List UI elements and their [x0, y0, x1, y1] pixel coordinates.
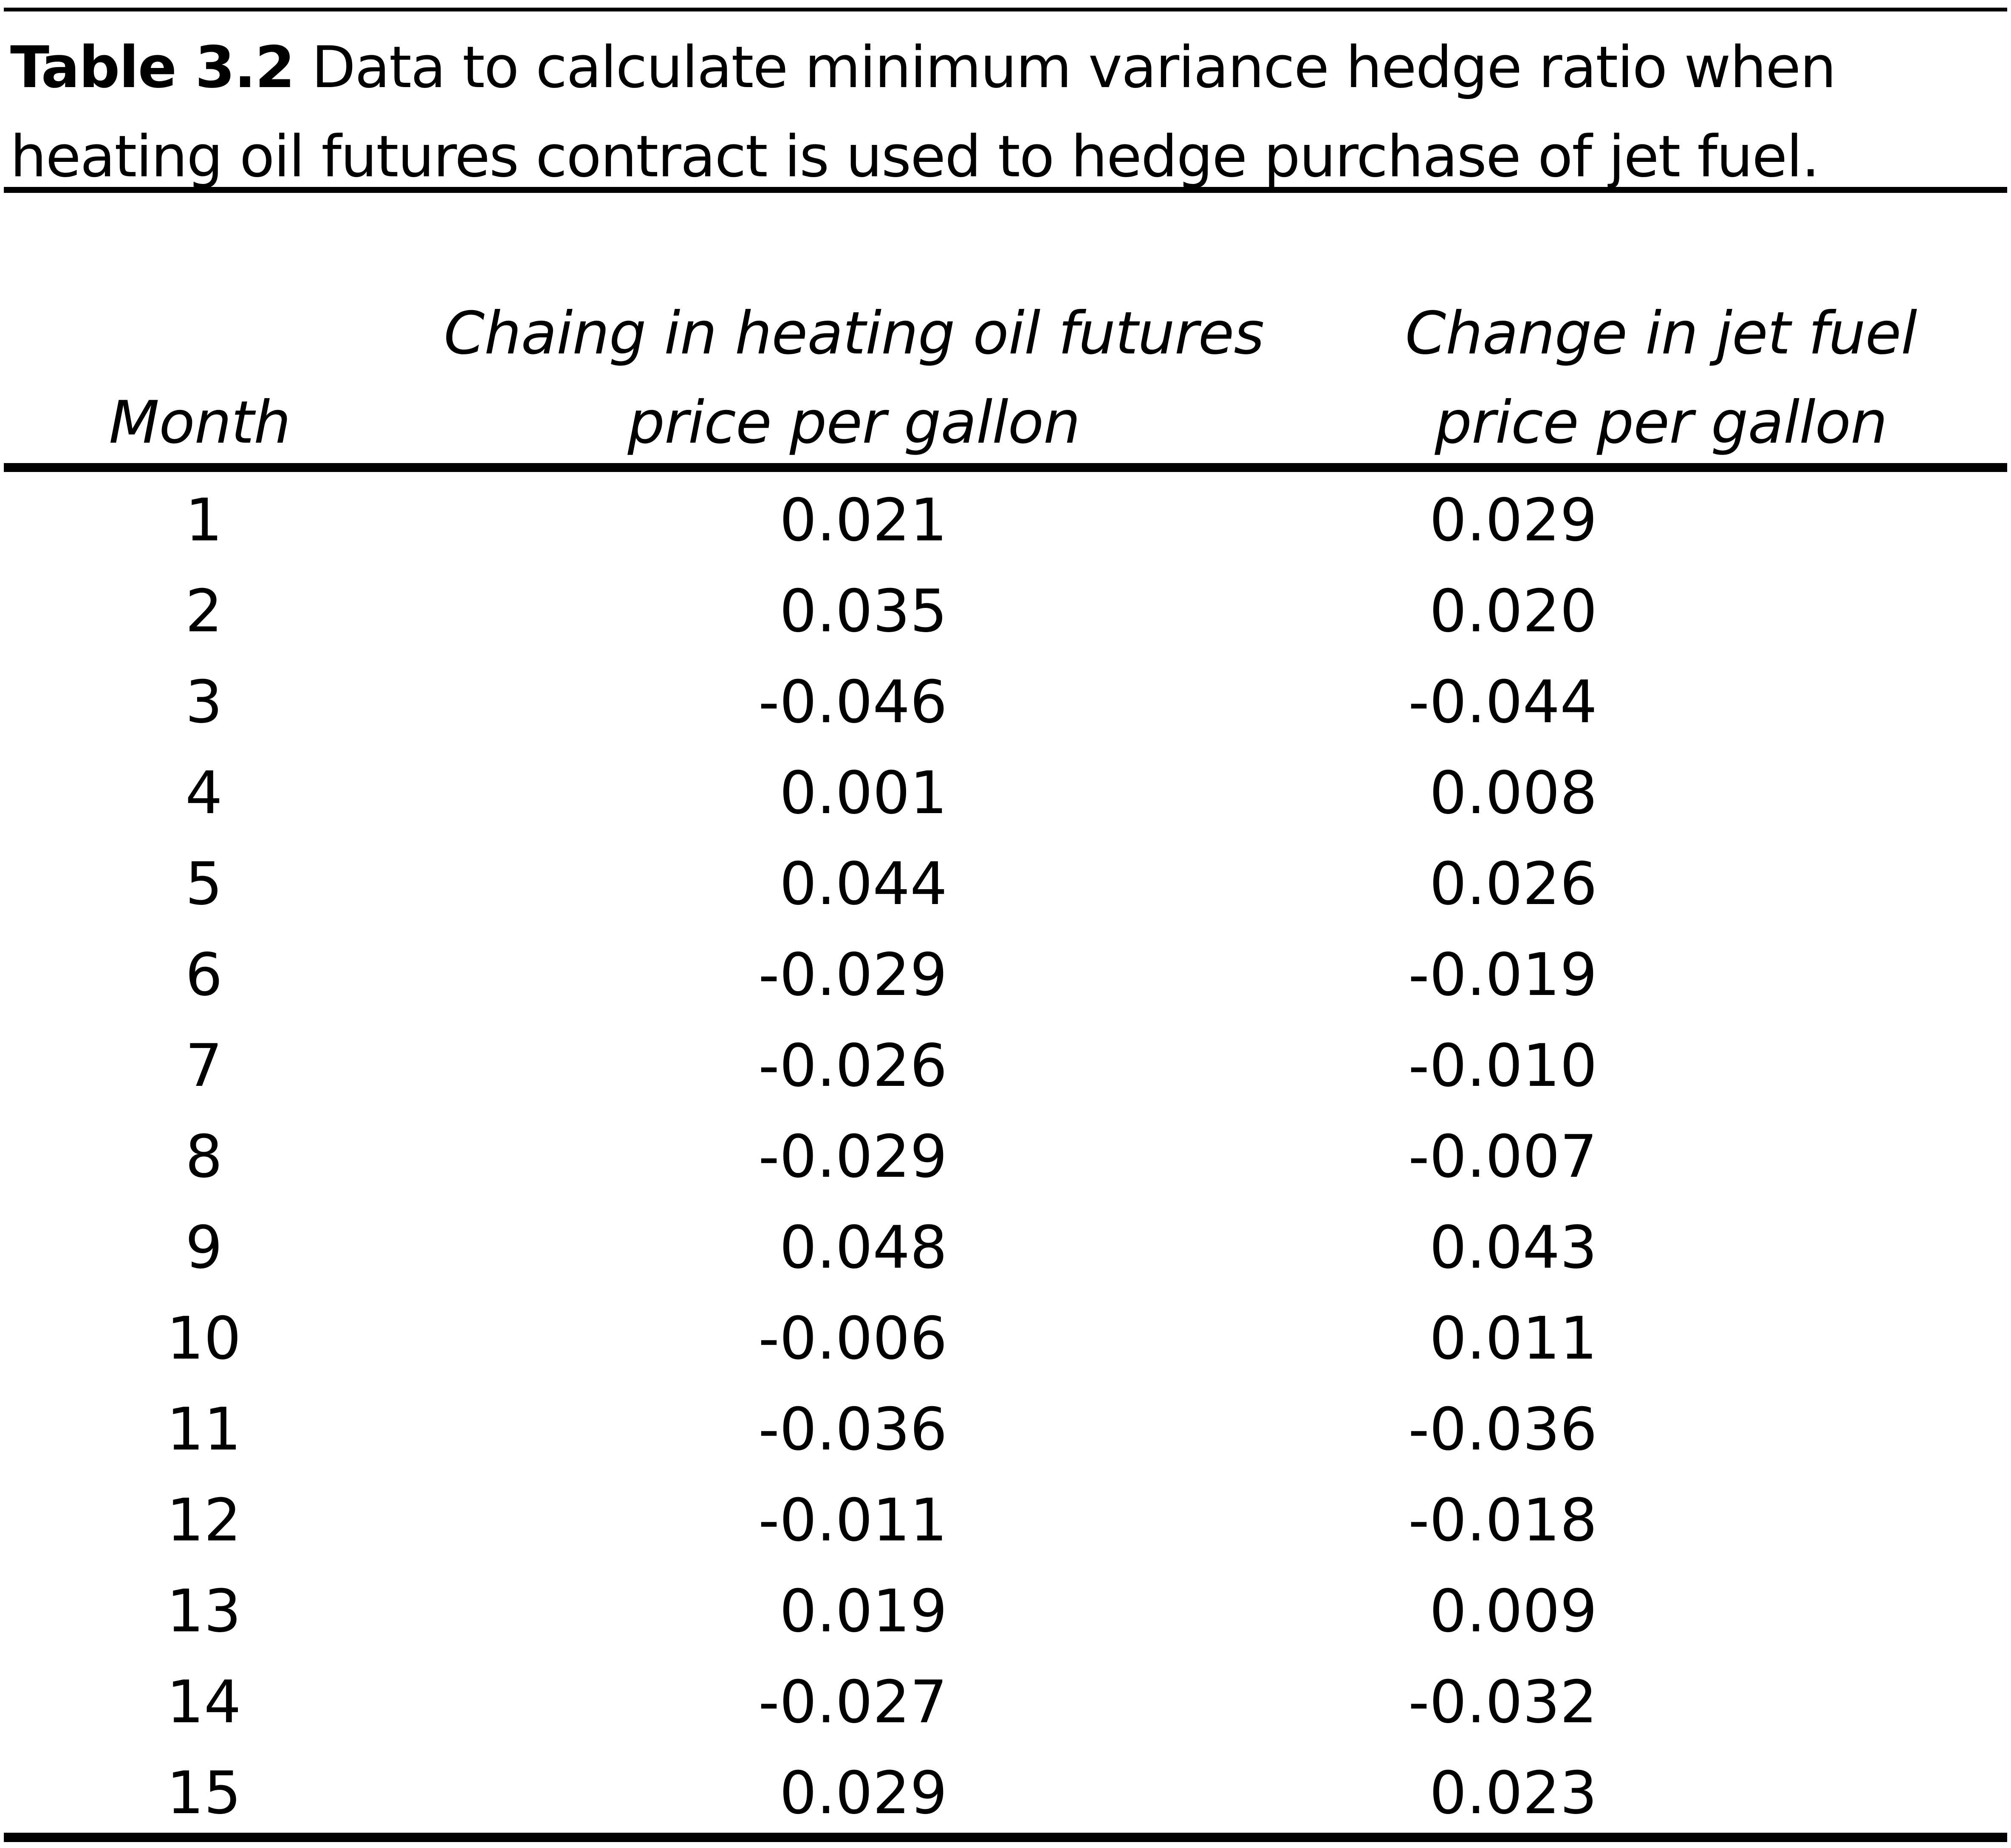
cell-heating-oil: -0.027	[758, 1668, 947, 1736]
cell-jet-fuel: 0.023	[1429, 1759, 1597, 1827]
table-row: 10 -0.006 0.011	[0, 1293, 2011, 1384]
cell-heating-oil: -0.011	[758, 1486, 947, 1554]
header-heating-oil-line-1: Chaing in heating oil futures	[443, 299, 1265, 367]
cell-jet-fuel: 0.009	[1429, 1577, 1597, 1645]
caption-line-1: Data to calculate minimum variance hedge…	[294, 34, 1836, 101]
table-row: 12 -0.011 -0.018	[0, 1475, 2011, 1566]
cell-heating-oil: 0.048	[779, 1213, 947, 1282]
table-row: 11 -0.036 -0.036	[0, 1384, 2011, 1475]
cell-heating-oil: 0.021	[779, 486, 947, 554]
table-bottom-rule	[4, 1833, 2007, 1842]
header-rule	[4, 463, 2007, 472]
table-row: 9 0.048 0.043	[0, 1202, 2011, 1293]
caption-rule	[4, 187, 2007, 193]
table-row: 15 0.029 0.023	[0, 1748, 2011, 1839]
table-row: 4 0.001 0.008	[0, 748, 2011, 839]
table-row: 3 -0.046 -0.044	[0, 657, 2011, 748]
cell-month: 5	[185, 850, 223, 918]
cell-heating-oil: 0.019	[779, 1577, 947, 1645]
cell-heating-oil: -0.026	[758, 1031, 947, 1100]
cell-jet-fuel: -0.036	[1408, 1395, 1597, 1464]
cell-jet-fuel: -0.010	[1408, 1031, 1597, 1100]
cell-heating-oil: 0.044	[779, 850, 947, 918]
cell-jet-fuel: -0.032	[1408, 1668, 1597, 1736]
table-row: 8 -0.029 -0.007	[0, 1111, 2011, 1202]
cell-month: 1	[185, 486, 223, 554]
table-number: Table 3.2	[10, 34, 295, 101]
cell-month: 6	[185, 941, 223, 1009]
header-month: Month	[109, 388, 291, 457]
cell-month: 14	[167, 1668, 241, 1736]
header-jet-fuel-line-2: price per gallon	[1435, 388, 1887, 457]
cell-jet-fuel: 0.020	[1429, 577, 1597, 645]
cell-month: 10	[167, 1304, 241, 1373]
cell-heating-oil: -0.029	[758, 1122, 947, 1191]
cell-month: 15	[167, 1759, 241, 1827]
table-row: 1 0.021 0.029	[0, 475, 2011, 566]
header-jet-fuel-line-1: Change in jet fuel	[1405, 299, 1917, 367]
cell-heating-oil: 0.029	[779, 1759, 947, 1827]
cell-month: 3	[185, 668, 223, 736]
table-caption: Table 3.2 Data to calculate minimum vari…	[10, 23, 2003, 201]
cell-month: 4	[185, 759, 223, 827]
cell-jet-fuel: 0.011	[1429, 1304, 1597, 1373]
table-row: 2 0.035 0.020	[0, 566, 2011, 657]
cell-month: 12	[167, 1486, 241, 1554]
cell-jet-fuel: 0.008	[1429, 759, 1597, 827]
table-top-rule	[4, 8, 2007, 11]
cell-month: 11	[167, 1395, 241, 1464]
cell-month: 9	[185, 1213, 223, 1282]
cell-jet-fuel: 0.043	[1429, 1213, 1597, 1282]
table-row: 6 -0.029 -0.019	[0, 930, 2011, 1020]
cell-heating-oil: -0.006	[758, 1304, 947, 1373]
cell-jet-fuel: -0.019	[1408, 941, 1597, 1009]
header-heating-oil-line-2: price per gallon	[627, 388, 1080, 457]
table-body: 1 0.021 0.029 2 0.035 0.020 3 -0.046 -0.…	[0, 475, 2011, 1839]
cell-jet-fuel: -0.007	[1408, 1122, 1597, 1191]
cell-heating-oil: -0.029	[758, 941, 947, 1009]
cell-jet-fuel: 0.029	[1429, 486, 1597, 554]
cell-jet-fuel: 0.026	[1429, 850, 1597, 918]
cell-jet-fuel: -0.044	[1408, 668, 1597, 736]
cell-month: 13	[167, 1577, 241, 1645]
table-row: 13 0.019 0.009	[0, 1566, 2011, 1657]
caption-line-2: heating oil futures contract is used to …	[10, 123, 1820, 190]
table-row: 7 -0.026 -0.010	[0, 1020, 2011, 1111]
cell-month: 2	[185, 577, 223, 645]
cell-month: 7	[185, 1031, 223, 1100]
cell-heating-oil: 0.035	[779, 577, 947, 645]
cell-heating-oil: -0.036	[758, 1395, 947, 1464]
cell-jet-fuel: -0.018	[1408, 1486, 1597, 1554]
table-row: 14 -0.027 -0.032	[0, 1657, 2011, 1748]
cell-heating-oil: -0.046	[758, 668, 947, 736]
cell-heating-oil: 0.001	[779, 759, 947, 827]
table-row: 5 0.044 0.026	[0, 839, 2011, 930]
cell-month: 8	[185, 1122, 223, 1191]
